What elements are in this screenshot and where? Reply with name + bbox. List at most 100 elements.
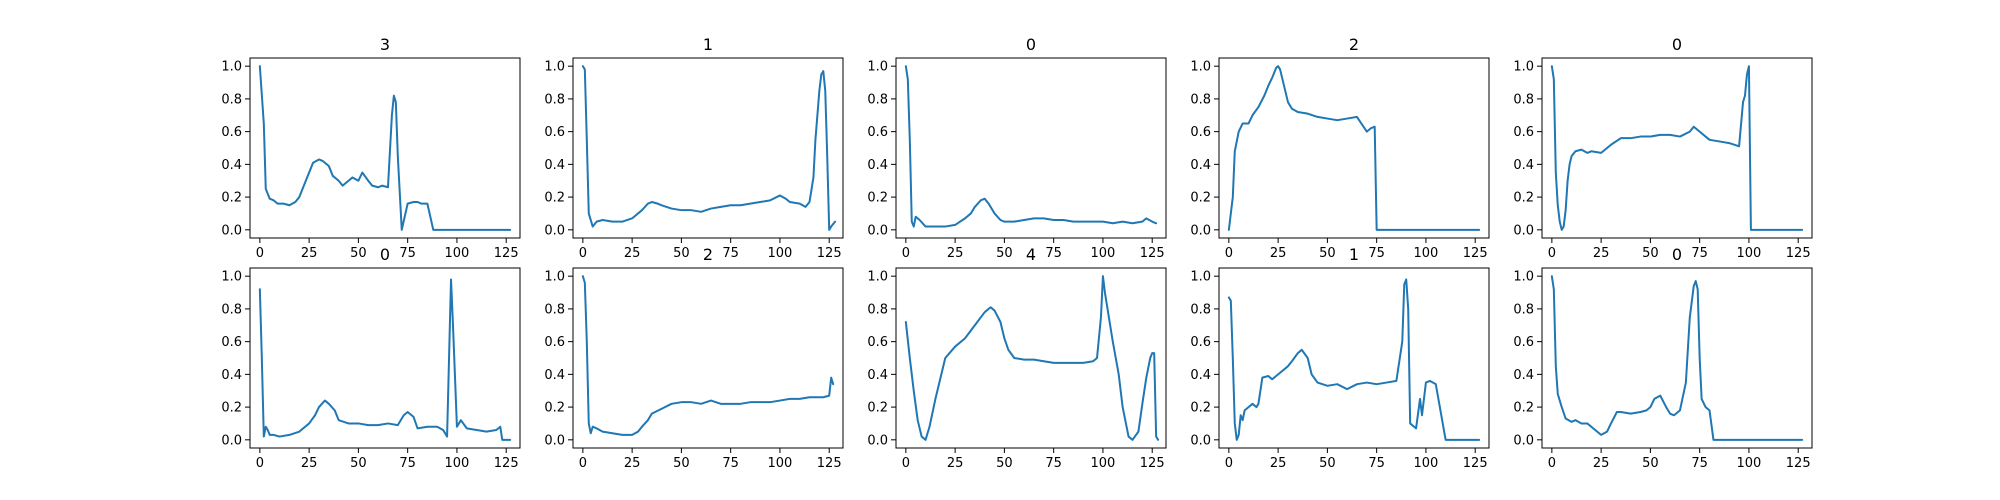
x-tick-label: 125 [1140, 456, 1165, 471]
x-tick-label: 25 [301, 246, 318, 261]
x-tick-label: 50 [1319, 456, 1336, 471]
plot-frame [895, 267, 1167, 449]
plot-frame [1541, 57, 1813, 239]
x-tick-label: 75 [1691, 456, 1708, 471]
subplot-title: 0 [380, 245, 390, 264]
y-tick-label: 0.4 [544, 368, 565, 383]
y-tick-label: 0.4 [221, 158, 242, 173]
x-tick-label: 125 [1786, 246, 1811, 261]
y-tick-label: 0.8 [544, 92, 565, 107]
y-tick-label: 0.2 [1513, 191, 1534, 206]
y-tick-label: 1.0 [1190, 60, 1211, 75]
plot-frame [572, 57, 844, 239]
y-tick-label: 0.0 [1513, 223, 1534, 238]
x-tick-label: 75 [1691, 246, 1708, 261]
subplot-title: 0 [1672, 245, 1682, 264]
subplot-1: 3 0 25 50 75 100 125 0.0 0.2 0.4 0.6 0.8 1.0 [221, 35, 521, 261]
y-tick-label: 1.0 [1513, 60, 1534, 75]
y-tick-label: 0.6 [544, 125, 565, 140]
x-tick-label: 25 [1270, 456, 1287, 471]
x-tick-label: 100 [1091, 246, 1116, 261]
x-tick-label: 125 [817, 246, 842, 261]
y-tick-label: 0.2 [1190, 401, 1211, 416]
y-tick-label: 0.4 [1513, 368, 1534, 383]
y-tick-label: 0.2 [544, 401, 565, 416]
x-tick-label: 25 [947, 456, 964, 471]
x-tick-label: 0 [256, 456, 264, 471]
x-tick-label: 75 [1045, 246, 1062, 261]
y-tick-label: 0.8 [867, 92, 888, 107]
x-tick-label: 125 [494, 456, 519, 471]
x-tick-label: 100 [1091, 456, 1116, 471]
x-tick-label: 50 [673, 246, 690, 261]
y-tick-label: 1.0 [1190, 270, 1211, 285]
y-tick-label: 0.4 [1513, 158, 1534, 173]
x-tick-label: 50 [1319, 246, 1336, 261]
y-tick-label: 0.0 [1190, 433, 1211, 448]
x-tick-label: 100 [1414, 456, 1439, 471]
y-tick-label: 0.0 [221, 223, 242, 238]
y-tick-label: 0.2 [544, 191, 565, 206]
x-tick-label: 25 [947, 246, 964, 261]
subplot-8: 4 0 25 50 75 100 125 0.0 0.2 0.4 0.6 0.8 1.0 [867, 245, 1167, 471]
x-tick-label: 75 [722, 456, 739, 471]
x-tick-label: 125 [1786, 456, 1811, 471]
series-line [258, 65, 512, 231]
subplot-6: 0 0 25 50 75 100 125 0.0 0.2 0.4 0.6 0.8 1.0 [221, 245, 521, 471]
y-tick-label: 0.4 [867, 158, 888, 173]
x-tick-label: 0 [256, 246, 264, 261]
y-tick-label: 0.2 [867, 401, 888, 416]
y-tick-label: 0.6 [221, 335, 242, 350]
y-tick-label: 0.2 [221, 191, 242, 206]
x-tick-label: 50 [350, 246, 367, 261]
series-line [904, 275, 1160, 441]
plot-frame [1541, 267, 1813, 449]
y-tick-label: 1.0 [867, 60, 888, 75]
y-tick-label: 0.0 [867, 433, 888, 448]
x-tick-label: 0 [902, 456, 910, 471]
subplot-title: 3 [380, 35, 390, 54]
y-tick-label: 0.2 [1190, 191, 1211, 206]
x-tick-label: 0 [1225, 456, 1233, 471]
y-tick-label: 0.8 [1190, 92, 1211, 107]
x-tick-label: 125 [1463, 456, 1488, 471]
series-line [1227, 65, 1481, 231]
x-tick-label: 100 [768, 456, 793, 471]
y-tick-label: 0.0 [1513, 433, 1534, 448]
x-tick-label: 0 [1548, 246, 1556, 261]
subplot-2: 1 0 25 50 75 100 125 0.0 0.2 0.4 0.6 0.8 1.0 [544, 35, 844, 261]
x-tick-label: 50 [996, 246, 1013, 261]
y-tick-label: 0.6 [221, 125, 242, 140]
y-tick-label: 0.0 [221, 433, 242, 448]
y-tick-label: 0.8 [1190, 302, 1211, 317]
y-tick-label: 0.6 [867, 335, 888, 350]
x-tick-label: 100 [1737, 246, 1762, 261]
y-tick-label: 0.4 [544, 158, 565, 173]
x-tick-label: 0 [1225, 246, 1233, 261]
x-tick-label: 50 [1642, 456, 1659, 471]
x-tick-label: 50 [996, 456, 1013, 471]
x-tick-label: 75 [1368, 456, 1385, 471]
y-tick-label: 0.6 [544, 335, 565, 350]
x-tick-label: 25 [301, 456, 318, 471]
x-tick-label: 25 [624, 246, 641, 261]
subplot-4: 2 0 25 50 75 100 125 0.0 0.2 0.4 0.6 0.8 1.0 [1190, 35, 1490, 261]
subplot-title: 0 [1672, 35, 1682, 54]
plot-frame [249, 267, 521, 449]
y-tick-label: 1.0 [221, 270, 242, 285]
subplot-3: 0 0 25 50 75 100 125 0.0 0.2 0.4 0.6 0.8 1.0 [867, 35, 1167, 261]
series-line [1550, 275, 1804, 441]
x-tick-label: 25 [1593, 246, 1610, 261]
subplot-title: 1 [703, 35, 713, 54]
y-tick-label: 1.0 [221, 60, 242, 75]
y-tick-label: 1.0 [544, 60, 565, 75]
x-tick-label: 0 [579, 246, 587, 261]
x-tick-label: 75 [1368, 246, 1385, 261]
plot-frame [572, 267, 844, 449]
plot-frame [249, 57, 521, 239]
y-tick-label: 0.2 [867, 191, 888, 206]
y-tick-label: 0.6 [867, 125, 888, 140]
y-tick-label: 1.0 [867, 270, 888, 285]
y-tick-label: 0.2 [1513, 401, 1534, 416]
subplot-title: 2 [703, 245, 713, 264]
